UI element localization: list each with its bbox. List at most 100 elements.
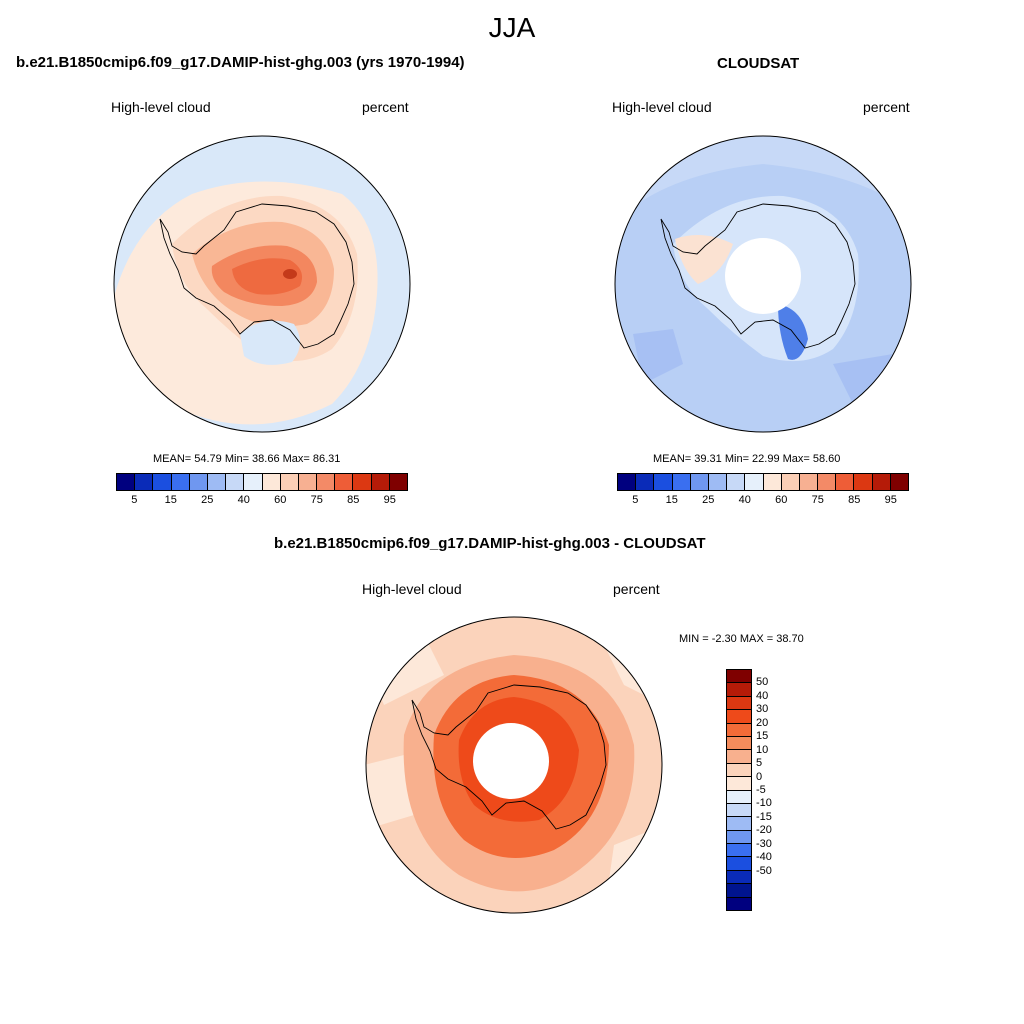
colorbar-box [244,474,263,490]
obs-panel-title: CLOUDSAT [717,55,800,72]
model-polar-map [113,135,411,433]
colorbar-box [636,474,655,490]
colorbar-box [727,777,751,791]
colorbar-box [799,474,819,490]
colorbar-tick-label: 20 [756,716,769,729]
colorbar-tick-label: 0 [756,770,763,783]
colorbar-tick-label: 5 [756,757,763,770]
colorbar-box [854,474,873,490]
colorbar-box [153,474,172,490]
colorbar-box [727,474,746,490]
colorbar-box [353,474,372,490]
colorbar-box [836,474,855,490]
colorbar-tick-label: 60 [274,494,287,506]
model-colorbar-ticks: 5 15 25 40 60 75 85 95 [116,494,406,508]
colorbar-box [135,474,154,490]
colorbar-box [727,830,751,845]
colorbar-box [727,696,751,711]
colorbar-box [727,897,751,911]
colorbar-tick-label: -30 [756,837,772,850]
colorbar-box [280,474,299,490]
colorbar-box [727,763,751,778]
diff-polar-map [365,616,663,914]
colorbar-box [727,817,751,831]
obs-variable-label: High-level cloud [612,99,712,115]
model-stats: MEAN= 54.79 Min= 38.66 Max= 86.31 [153,453,341,465]
colorbar-box [763,474,782,490]
obs-missing-pole [725,238,801,314]
obs-map-border [614,135,912,433]
colorbar-tick-label: 85 [347,494,360,506]
colorbar-box [298,474,318,490]
model-variable-label: High-level cloud [111,99,211,115]
diff-panel-title: b.e21.B1850cmip6.f09_g17.DAMIP-hist-ghg.… [274,535,706,552]
colorbar-box [727,857,751,871]
colorbar-tick-label: 15 [756,730,769,743]
obs-colorbar-ticks: 5 15 25 40 60 75 85 95 [617,494,907,508]
colorbar-tick-label: -40 [756,851,772,864]
diff-antarctica-coastline [411,684,607,830]
colorbar-box [727,844,751,858]
colorbar-tick-label: 5 [131,494,138,506]
colorbar-box [727,803,751,818]
colorbar-box [654,474,673,490]
colorbar-box [690,474,709,490]
colorbar-box [335,474,354,490]
colorbar-box [262,474,281,490]
colorbar-box [317,474,336,490]
colorbar-box [389,474,407,490]
model-map-border [113,135,411,433]
colorbar-tick-label: 10 [756,743,769,756]
colorbar-box [727,670,751,684]
model-antarctica-coastline [159,203,355,349]
colorbar-tick-label: 15 [164,494,177,506]
colorbar-box [727,683,751,697]
obs-polar-map [614,135,912,433]
diff-stats: MIN = -2.30 MAX = 38.70 [679,633,804,645]
colorbar-box [226,474,245,490]
colorbar-tick-label: 5 [632,494,639,506]
colorbar-box [781,474,800,490]
colorbar-box [672,474,691,490]
colorbar-tick-label: 75 [811,494,824,506]
colorbar-box [872,474,891,490]
diff-units-label: percent [613,581,660,597]
colorbar-tick-label: 95 [383,494,396,506]
colorbar-tick-label: 60 [775,494,788,506]
colorbar-tick-label: 40 [738,494,751,506]
colorbar-tick-label: -10 [756,797,772,810]
colorbar-box [171,474,190,490]
colorbar-tick-label: 15 [665,494,678,506]
model-panel-title: b.e21.B1850cmip6.f09_g17.DAMIP-hist-ghg.… [16,54,465,71]
colorbar-tick-label: 75 [310,494,323,506]
colorbar-box [727,750,751,764]
model-field-peak [232,258,303,295]
colorbar-tick-label: -50 [756,864,772,877]
colorbar-tick-label: -15 [756,810,772,823]
obs-stats: MEAN= 39.31 Min= 22.99 Max= 58.60 [653,453,841,465]
diff-colorbar-ticks: 50 40 30 20 15 10 5 0 -5 -10 -15 -20 -30 -40 -50 [756,669,796,909]
colorbar-box [818,474,837,490]
colorbar-box [618,474,637,490]
colorbar-box [727,723,751,737]
colorbar-box [890,474,908,490]
colorbar-box [745,474,764,490]
colorbar-box [371,474,390,490]
colorbar-box [727,710,751,724]
colorbar-tick-label: 40 [237,494,250,506]
model-field-ross-sea [240,320,301,365]
colorbar-box [189,474,208,490]
colorbar-box [727,884,751,898]
colorbar-tick-label: -20 [756,824,772,837]
colorbar-tick-label: 50 [756,676,769,689]
colorbar-tick-label: -5 [756,784,766,796]
colorbar-tick-label: 40 [756,689,769,702]
diff-missing-pole [473,723,549,799]
model-units-label: percent [362,99,409,115]
colorbar-box [207,474,227,490]
colorbar-box [117,474,136,490]
colorbar-box [727,870,751,885]
diff-colorbar [726,669,752,911]
diff-variable-label: High-level cloud [362,581,462,597]
colorbar-tick-label: 95 [884,494,897,506]
